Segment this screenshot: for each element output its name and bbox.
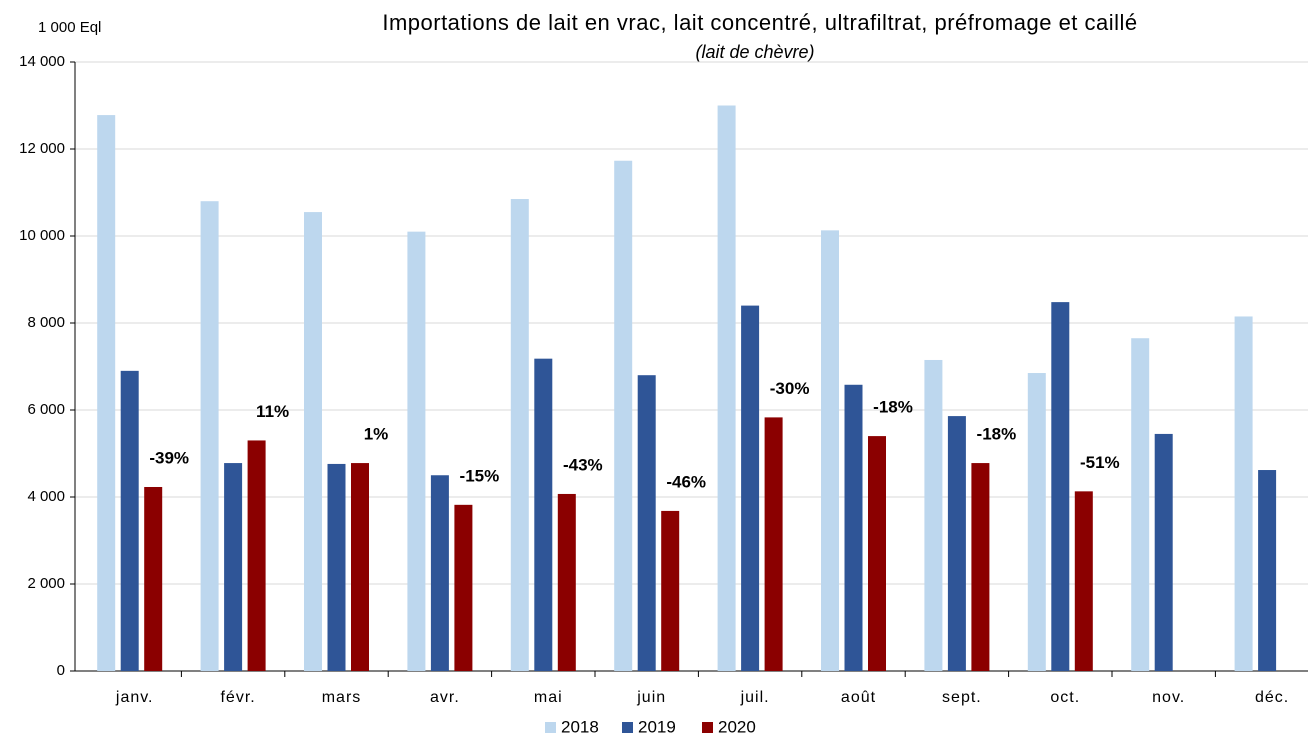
bar (924, 359, 943, 671)
bar (717, 105, 736, 671)
bar (868, 436, 886, 671)
data-label: -39% (149, 448, 189, 467)
bar (120, 370, 139, 671)
data-label: -51% (1080, 453, 1120, 472)
bar (430, 475, 449, 671)
y-tick-label: 8 000 (27, 314, 65, 331)
bar (1027, 373, 1046, 671)
bar (200, 201, 219, 671)
legend-label: 2018 (561, 717, 599, 736)
legend-swatch (622, 722, 633, 733)
legend-label: 2019 (638, 717, 676, 736)
data-label: 1% (364, 425, 389, 444)
x-tick-label: juin (636, 689, 666, 706)
bar (947, 416, 966, 671)
bar (407, 231, 426, 671)
y-tick-label: 10 000 (19, 227, 65, 244)
x-tick-label: mai (534, 689, 563, 706)
y-tick-label: 6 000 (27, 401, 65, 418)
bar (454, 504, 473, 671)
bar (1154, 433, 1173, 671)
x-tick-label: janv. (115, 689, 154, 706)
y-tick-label: 2 000 (27, 575, 65, 592)
y-tick-label: 0 (57, 662, 65, 679)
y-tick-label: 4 000 (27, 488, 65, 505)
bar (614, 160, 633, 671)
bar (741, 305, 760, 671)
data-label: -46% (666, 472, 706, 491)
bar (97, 115, 116, 671)
bar (224, 463, 243, 671)
x-tick-label: août (841, 689, 876, 706)
y-axis-label: 1 000 Eql (38, 19, 101, 36)
bar (637, 375, 656, 671)
bar (971, 463, 990, 671)
bar (764, 417, 783, 671)
chart-subtitle: (lait de chèvre) (695, 42, 814, 62)
legend-swatch (702, 722, 713, 733)
bar (1074, 491, 1093, 671)
chart-title: Importations de lait en vrac, lait conce… (382, 10, 1137, 35)
data-label: -30% (770, 379, 810, 398)
data-label: -43% (563, 455, 603, 474)
x-tick-label: oct. (1050, 689, 1080, 706)
x-tick-label: févr. (220, 689, 255, 706)
x-tick-label: sept. (942, 689, 982, 706)
x-tick-label: déc. (1255, 689, 1289, 706)
bar (510, 199, 529, 671)
bar (1234, 316, 1253, 671)
bar (844, 384, 863, 671)
bar (327, 463, 346, 671)
bar (247, 440, 266, 671)
bar (534, 358, 553, 671)
bar (557, 493, 576, 671)
bar (1131, 338, 1150, 671)
bar (304, 212, 322, 671)
data-label: 11% (256, 402, 289, 421)
bar (351, 463, 369, 671)
x-tick-label: nov. (1152, 689, 1185, 706)
data-label: -15% (460, 466, 500, 485)
legend-swatch (545, 722, 556, 733)
legend-label: 2020 (718, 717, 756, 736)
x-tick-label: avr. (430, 689, 460, 706)
data-label: -18% (873, 398, 913, 417)
bar (1258, 470, 1277, 671)
bar (661, 510, 680, 671)
x-tick-label: mars (322, 689, 362, 706)
y-tick-label: 14 000 (19, 53, 65, 70)
y-tick-label: 12 000 (19, 140, 65, 157)
data-label: -18% (977, 425, 1017, 444)
bar (144, 486, 163, 671)
bar (821, 230, 839, 671)
x-tick-label: juil. (740, 689, 770, 706)
bar (1051, 302, 1070, 671)
